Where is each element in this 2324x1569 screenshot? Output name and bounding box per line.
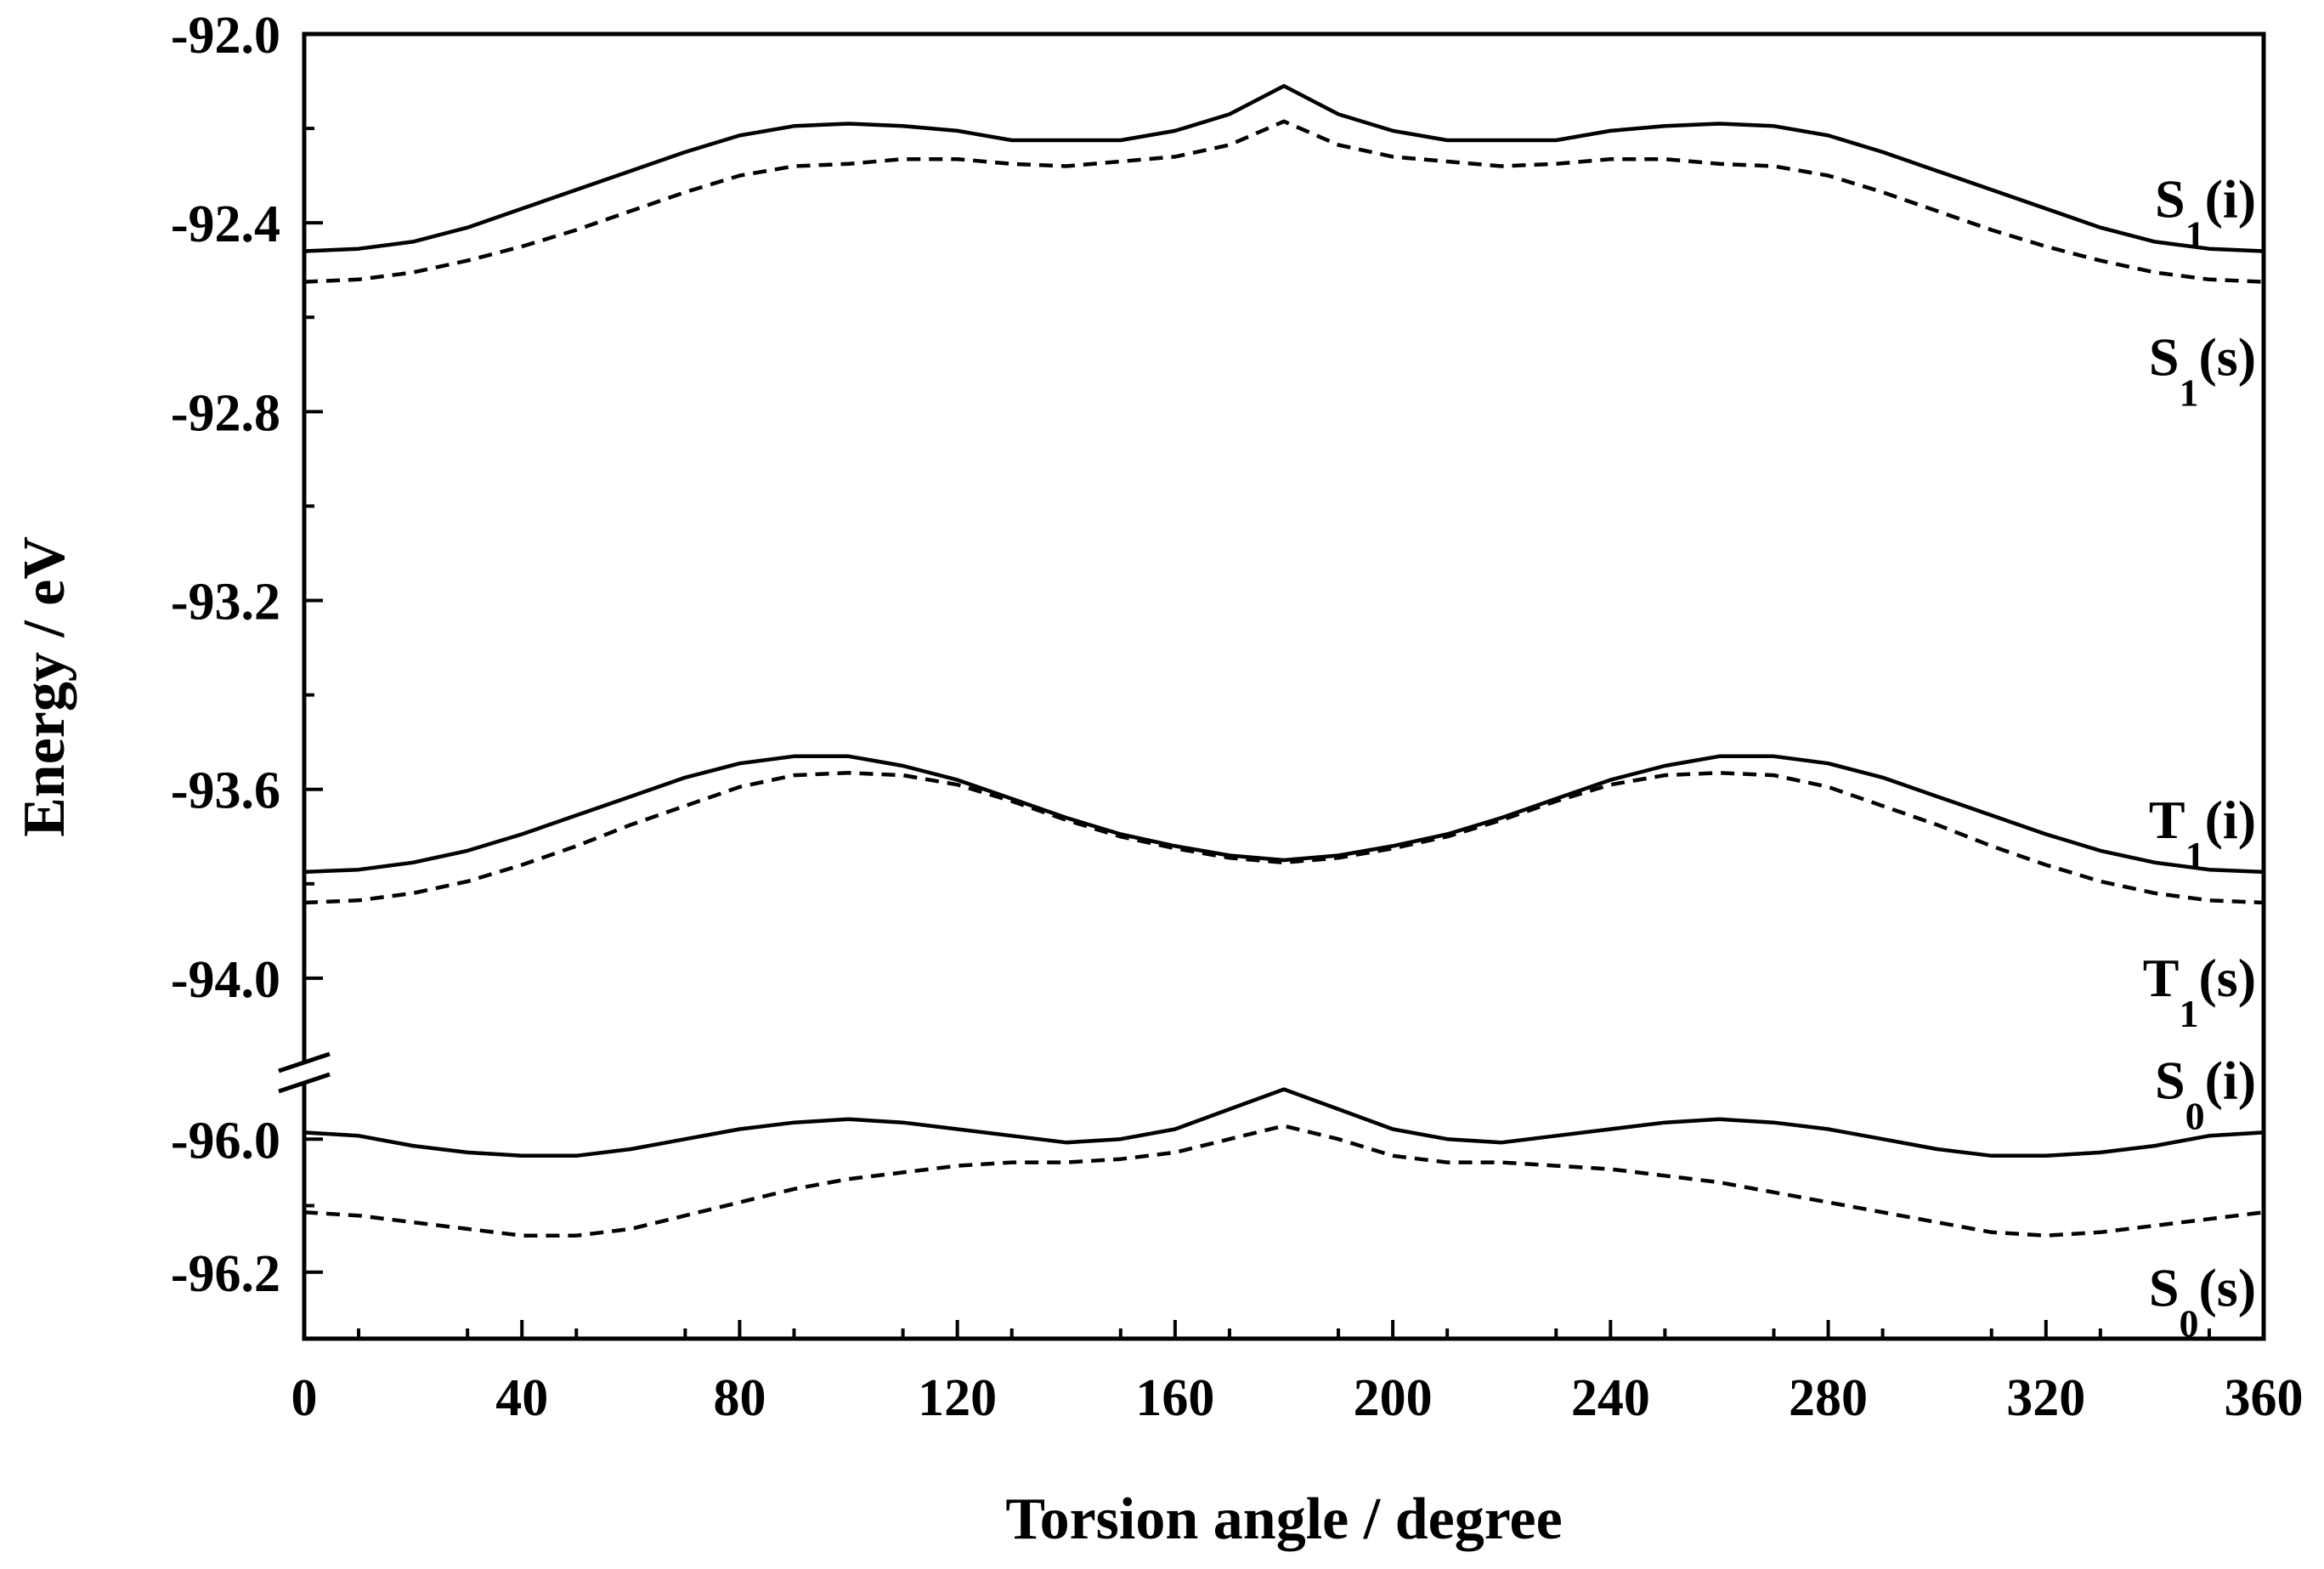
- axis-break-layer: [278, 1051, 331, 1094]
- series-label-s0-s: S0(s): [2149, 1257, 2256, 1345]
- y-tick-label: -92.0: [171, 7, 280, 65]
- y-tick-label: -93.2: [171, 574, 280, 632]
- y-tick-label: -96.0: [171, 1112, 280, 1170]
- y-tick-label: -92.4: [171, 195, 280, 253]
- plot-frame: [302, 31, 2266, 1341]
- series-line-s1-i: [303, 83, 2265, 253]
- x-tick-label: 280: [1789, 1369, 1868, 1427]
- series-label-t1-s: T1(s): [2143, 948, 2256, 1035]
- x-tick-label: 160: [1135, 1369, 1214, 1427]
- x-tick-label: 360: [2225, 1369, 2304, 1427]
- series-layer: [303, 83, 2265, 1238]
- x-tick-label: 320: [2006, 1369, 2085, 1427]
- y-axis-title: Energy / eV: [12, 536, 77, 837]
- series-line-t1-s: [303, 771, 2265, 905]
- y-axis-ticks: -92.0 -92.4 -92.8 -93.2 -93.6 -94.0 -96.0 -96.2: [171, 7, 323, 1303]
- x-tick-label: 80: [713, 1369, 766, 1427]
- axis-break-gap-cover: [299, 1062, 309, 1083]
- series-label-s1-s: S1(s): [2149, 327, 2256, 415]
- axis-break-slash-top: [278, 1051, 331, 1073]
- x-tick-label: 40: [495, 1369, 548, 1427]
- series-labels: S1(i) S1(s) T1(i) T1(s) S0(i) S0(s): [2143, 169, 2256, 1345]
- series-label-s1-i: S1(i): [2155, 169, 2256, 257]
- y-tick-label: -94.0: [171, 951, 280, 1009]
- axis-break-slash-bottom: [278, 1072, 331, 1094]
- x-tick-label: 200: [1354, 1369, 1433, 1427]
- x-tick-label: 240: [1571, 1369, 1650, 1427]
- series-line-t1-i: [303, 754, 2265, 875]
- x-axis-ticks: 0 40 80 120 160 200 240 280 320 360: [291, 1320, 2304, 1427]
- y-tick-label: -92.8: [171, 384, 280, 442]
- x-axis-title: Torsion angle / degree: [1005, 1487, 1562, 1552]
- y-tick-label: -96.2: [171, 1245, 280, 1303]
- x-tick-label: 120: [918, 1369, 997, 1427]
- series-line-s0-i: [303, 1087, 2265, 1158]
- series-label-t1-i: T1(i): [2149, 790, 2256, 877]
- series-line-s1-s: [303, 119, 2265, 284]
- y-tick-label: -93.6: [171, 762, 280, 820]
- x-tick-label: 0: [291, 1369, 318, 1427]
- series-label-s0-i: S0(i): [2155, 1050, 2256, 1137]
